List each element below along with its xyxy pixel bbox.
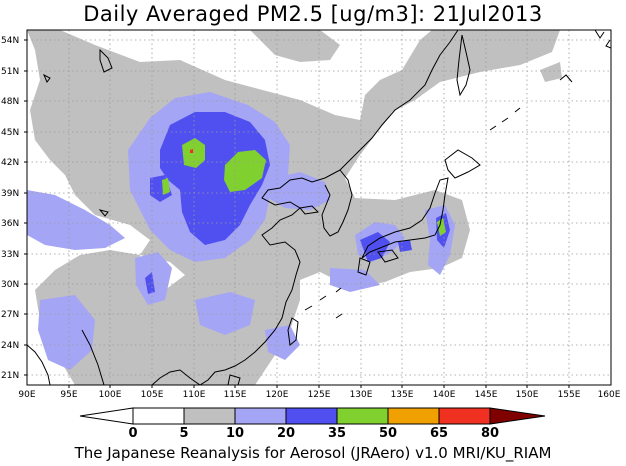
lon-tick-label: 115E xyxy=(224,390,247,400)
lon-tick-label: 90E xyxy=(18,390,35,400)
colorbar-bin xyxy=(132,407,185,425)
lon-tick-label: 140E xyxy=(433,390,456,400)
colorbar-label: 20 xyxy=(277,426,295,441)
colorbar-bin xyxy=(336,407,389,425)
lat-axis: 21N 24N 27N 30N 33N 36N 39N 42N 45N 48N … xyxy=(1,36,27,381)
colorbar-bin xyxy=(285,407,338,425)
footer-credit: The Japanese Reanalysis for Aerosol (JRA… xyxy=(74,444,552,462)
lon-tick-label: 150E xyxy=(516,390,539,400)
coastlines xyxy=(27,30,611,385)
lat-tick-label: 24N xyxy=(1,341,19,351)
colorbar-label: 10 xyxy=(226,426,244,441)
lon-tick-label: 120E xyxy=(266,390,289,400)
shade-35-50 xyxy=(162,138,446,236)
lat-tick-label: 54N xyxy=(1,36,19,46)
lon-axis: 90E 95E 100E 105E 110E 115E 120E 125E 13… xyxy=(18,385,621,400)
concentration-field xyxy=(27,30,611,385)
lat-tick-label: 30N xyxy=(1,280,19,290)
colorbar-bin xyxy=(183,407,236,425)
map-title: Daily Averaged PM2.5 [ug/m3]: 21Jul2013 xyxy=(83,2,543,26)
colorbar-bin xyxy=(387,407,440,425)
lat-tick-label: 27N xyxy=(1,310,19,320)
lon-tick-label: 95E xyxy=(60,390,77,400)
lon-tick-label: 110E xyxy=(183,390,206,400)
colorbar-bin xyxy=(438,407,491,425)
lon-tick-label: 105E xyxy=(141,390,164,400)
shade-65-80 xyxy=(190,149,193,153)
colorbar-extend-high xyxy=(489,407,546,425)
lon-tick-label: 135E xyxy=(391,390,414,400)
colorbar-label: 50 xyxy=(379,426,397,441)
colorbar-bin xyxy=(234,407,287,425)
colorbar: 0 5 10 20 35 50 65 80 xyxy=(79,407,546,441)
colorbar-label: 5 xyxy=(179,426,188,441)
lat-tick-label: 51N xyxy=(1,67,19,77)
colorbar-label: 65 xyxy=(430,426,448,441)
lat-tick-label: 36N xyxy=(1,219,19,229)
lat-tick-label: 48N xyxy=(1,97,19,107)
colorbar-label: 0 xyxy=(128,426,137,441)
lon-tick-label: 160E xyxy=(598,390,621,400)
lon-tick-label: 130E xyxy=(350,390,373,400)
lon-tick-label: 145E xyxy=(475,390,498,400)
lon-tick-label: 155E xyxy=(558,390,581,400)
lat-tick-label: 45N xyxy=(1,128,19,138)
colorbar-extend-low xyxy=(79,407,134,425)
colorbar-label: 80 xyxy=(481,426,499,441)
lat-tick-label: 21N xyxy=(1,371,19,381)
lat-tick-label: 33N xyxy=(1,250,19,260)
lon-tick-label: 100E xyxy=(99,390,122,400)
lon-tick-label: 125E xyxy=(308,390,331,400)
graticule xyxy=(27,30,611,385)
lat-tick-label: 42N xyxy=(1,158,19,168)
lat-tick-label: 39N xyxy=(1,189,19,199)
colorbar-label: 35 xyxy=(328,426,346,441)
